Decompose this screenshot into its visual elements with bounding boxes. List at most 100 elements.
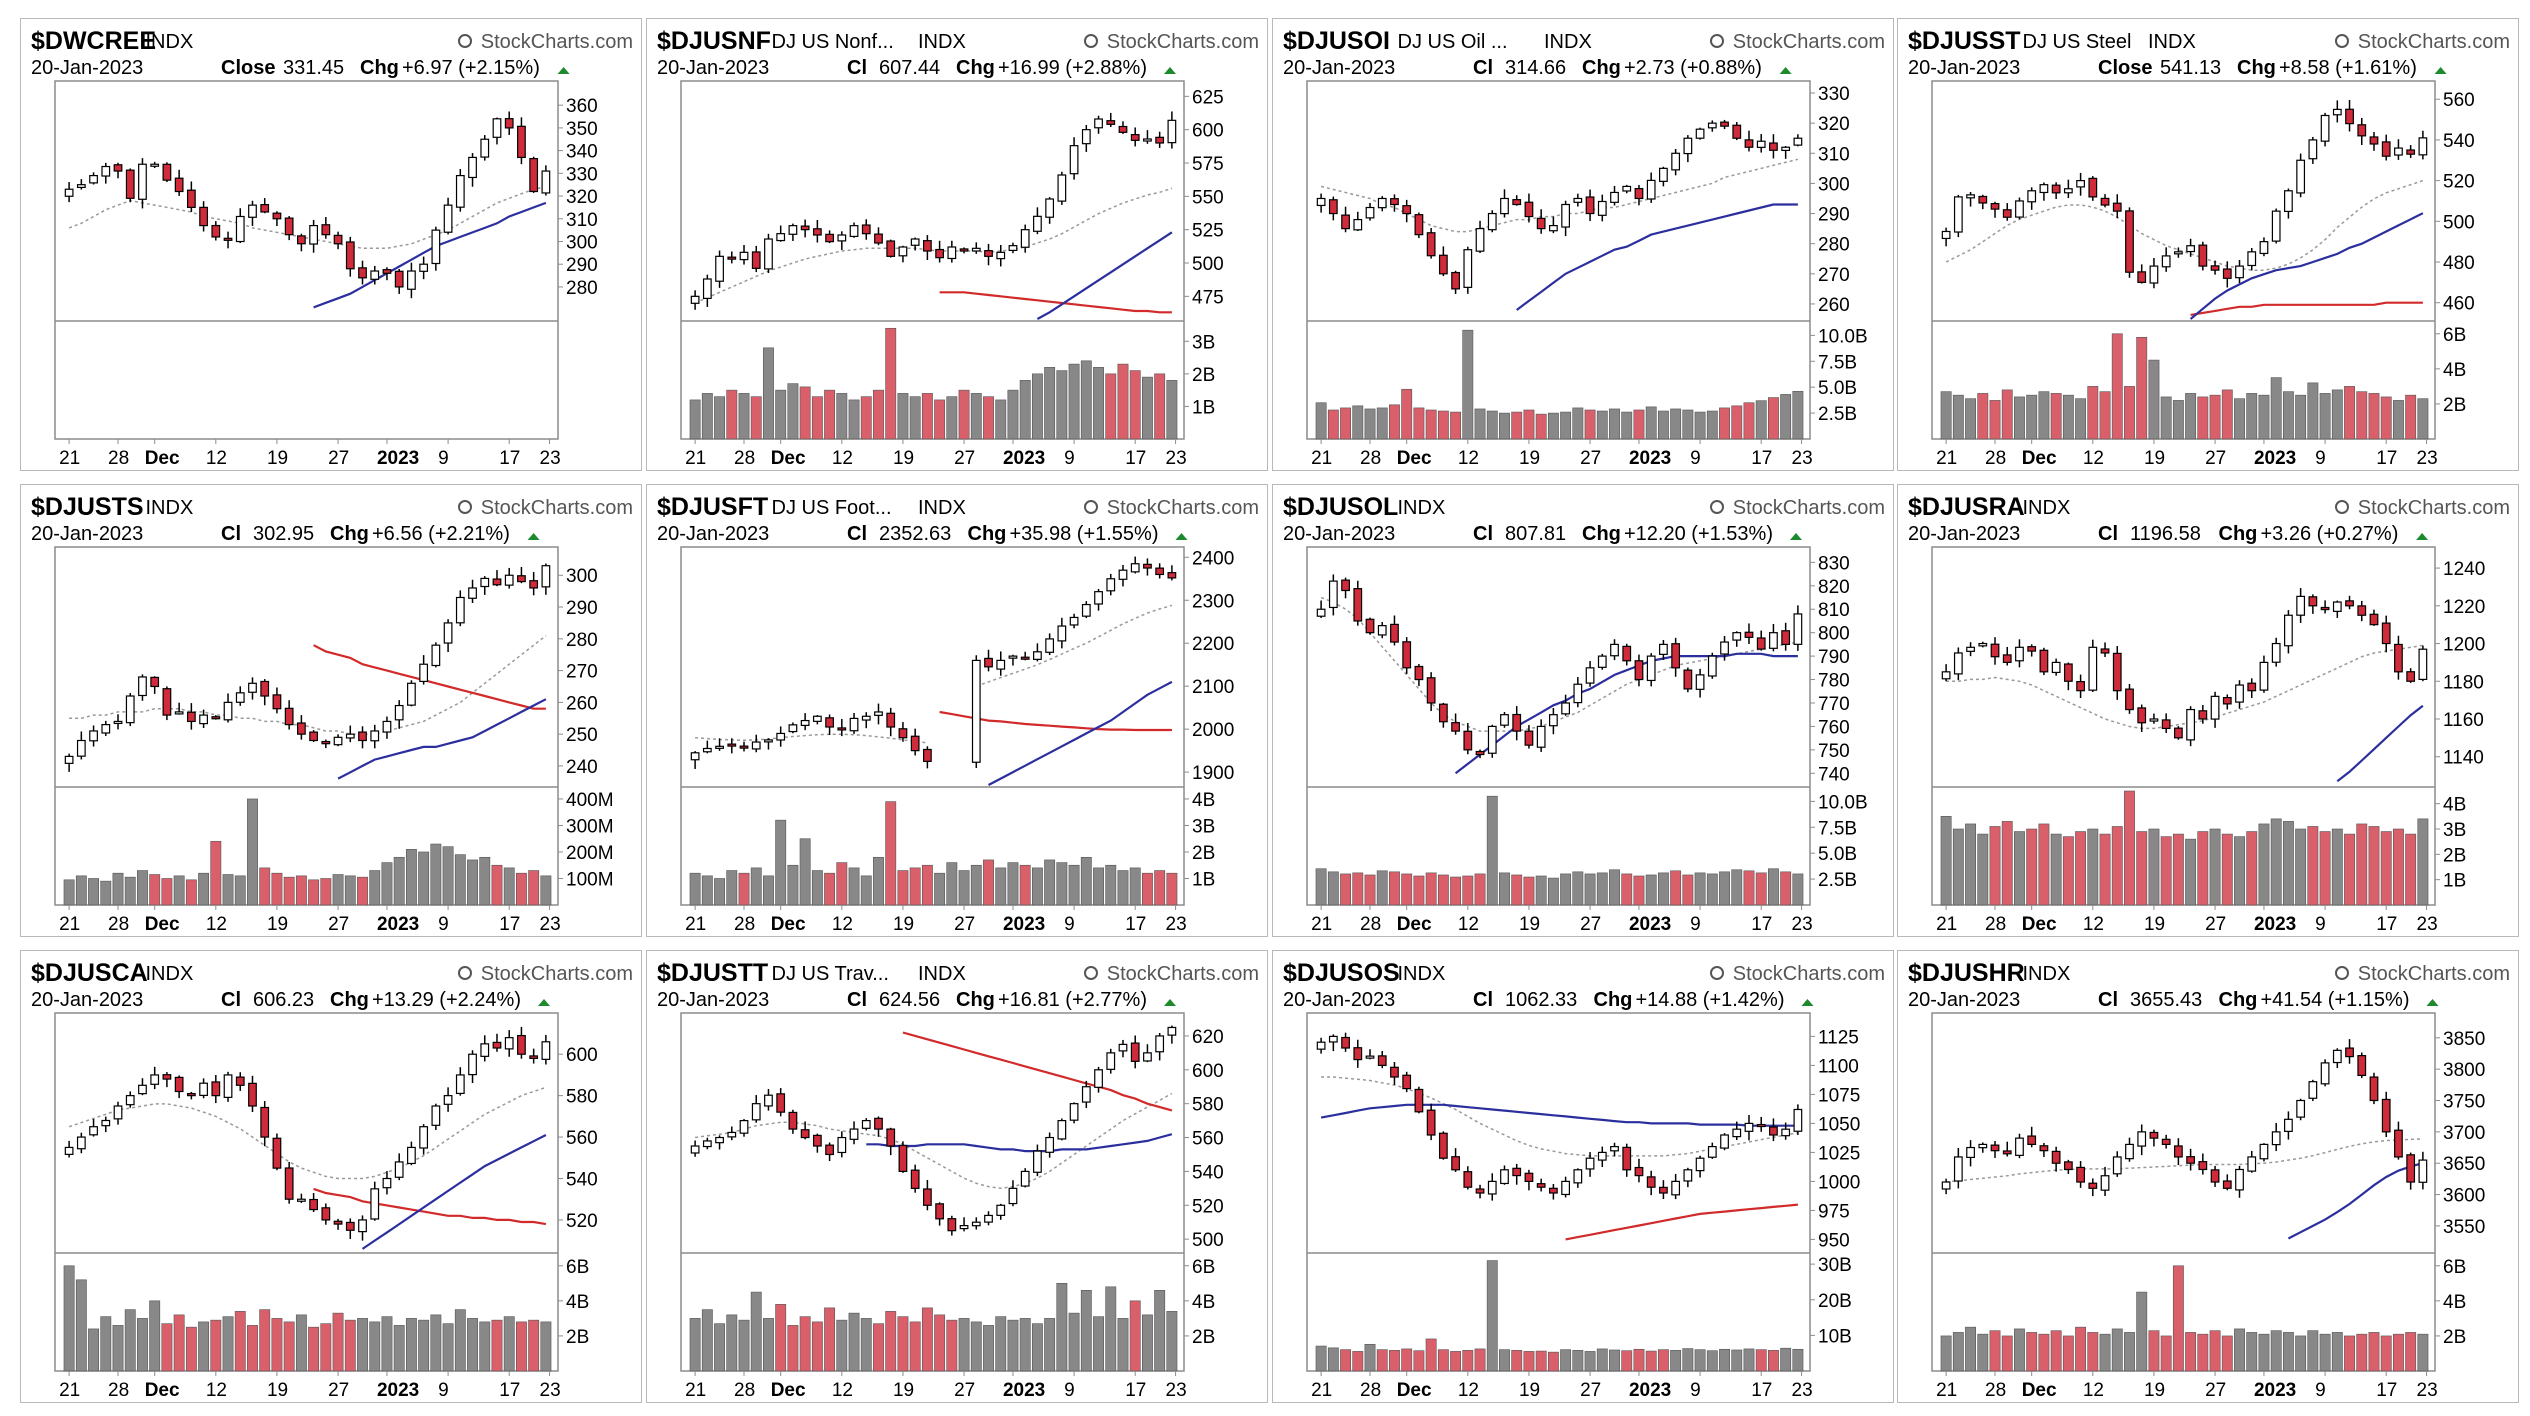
x-tick-label: 17 xyxy=(1125,448,1146,469)
chart-description: DJ US Trav... xyxy=(772,963,889,985)
chart-panel-djusos[interactable]: $DJUSOS INDX StockCharts.com 20-Jan-2023 Cl 1… xyxy=(1272,950,1894,1403)
candle xyxy=(1106,112,1116,128)
candle-up xyxy=(89,1126,98,1136)
vol-tick-label: 2B xyxy=(2443,395,2466,416)
candle-down xyxy=(1512,199,1522,206)
chart-panel-djusst[interactable]: $DJUSST DJ US Steel INDX StockCharts.com 20-… xyxy=(1897,18,2519,471)
vol-tick-label: 6B xyxy=(2443,325,2466,346)
volume-bar xyxy=(2356,1333,2368,1372)
candle xyxy=(2247,678,2257,698)
candle-up xyxy=(1756,140,1766,148)
candle xyxy=(1781,146,1791,159)
volume-bar xyxy=(1154,1290,1166,1372)
volume-bar xyxy=(836,862,848,906)
volume-bar xyxy=(1486,1260,1498,1372)
y-tick-label: 3850 xyxy=(2443,1029,2485,1050)
candle xyxy=(1081,125,1091,152)
candle xyxy=(345,725,355,743)
candle-up xyxy=(1069,1103,1079,1121)
volume-bar xyxy=(1105,864,1117,906)
candle xyxy=(541,563,551,595)
candle-down xyxy=(739,745,749,749)
candle-down xyxy=(2186,1156,2196,1164)
chart-panel-djusft[interactable]: $DJUSFT DJ US Foot... INDX StockCharts.com 2… xyxy=(646,484,1268,937)
chart-panel-djusoi[interactable]: $DJUSOI DJ US Oil ... INDX StockCharts.com 2… xyxy=(1272,18,1894,471)
candle-up xyxy=(1597,655,1607,668)
candle-down xyxy=(333,234,343,245)
volume-bar xyxy=(701,875,713,906)
candle xyxy=(1341,1032,1350,1052)
candle xyxy=(1720,635,1729,661)
candle xyxy=(1316,1037,1326,1054)
candle xyxy=(1561,694,1571,716)
volume-bar xyxy=(1142,1314,1153,1372)
volume-bar xyxy=(1706,873,1718,906)
volume-bar xyxy=(467,859,478,906)
volume-bar xyxy=(2099,391,2111,440)
x-tick-label: 2023 xyxy=(2254,914,2296,935)
candle xyxy=(1426,228,1436,259)
volume-bar xyxy=(2050,833,2062,906)
candle xyxy=(260,1101,270,1147)
chart-panel-djusnf[interactable]: $DJUSNF DJ US Nonf... INDX StockCharts.com 2… xyxy=(646,18,1268,471)
chart-panel-djusts[interactable]: $DJUSTS INDX StockCharts.com 20-Jan-2023 Cl 3… xyxy=(20,484,642,937)
chart-panel-djushr[interactable]: $DJUSHR INDX StockCharts.com 20-Jan-2023 Cl 3… xyxy=(1897,950,2519,1403)
candle-down xyxy=(922,240,932,252)
candle xyxy=(2308,594,2318,614)
candle xyxy=(1941,227,1951,247)
candle-up xyxy=(2259,661,2269,691)
candle-up xyxy=(1487,1180,1497,1195)
change-label: Chg xyxy=(2219,523,2258,545)
chart-panel-dwcree[interactable]: $DWCREE INDX StockCharts.com 20-Jan-2023 Clo… xyxy=(20,18,642,471)
candle-up xyxy=(1069,616,1079,626)
x-tick-label: 19 xyxy=(267,448,288,469)
candle-down xyxy=(1744,631,1754,638)
chart-panel-djustt[interactable]: $DJUSTT DJ US Trav... INDX StockCharts.com 2… xyxy=(646,950,1268,1403)
plot-frame xyxy=(680,546,1185,906)
sma-fast-line xyxy=(1945,179,2424,271)
chart-svg: $DJUSST DJ US Steel INDX StockCharts.com20-… xyxy=(1908,27,2510,469)
volume-bar xyxy=(540,875,552,906)
volume-bar xyxy=(2026,828,2038,906)
x-tick-label: Dec xyxy=(771,448,806,469)
volume-bar xyxy=(1547,412,1559,440)
y-tick-label: 350 xyxy=(566,119,598,140)
chart-panel-djusol[interactable]: $DJUSOL INDX StockCharts.com 20-Jan-2023 Cl 8… xyxy=(1272,484,1894,937)
vol-tick-label: 7.5B xyxy=(1818,818,1857,839)
chart-source: StockCharts.com xyxy=(1107,497,1259,519)
candle-up xyxy=(764,739,773,743)
y-tick-label: 520 xyxy=(1192,1196,1224,1217)
candle-down xyxy=(358,267,367,279)
volume-bar xyxy=(1706,1350,1718,1372)
candle-up xyxy=(849,717,859,732)
chart-panel-djusra[interactable]: $DJUSRA INDX StockCharts.com 20-Jan-2023 Cl 1… xyxy=(1897,484,2519,937)
candle xyxy=(2161,713,2171,734)
volume-bar xyxy=(1940,1335,1952,1372)
candle xyxy=(2039,182,2049,201)
price-value: 331.45 xyxy=(283,57,344,79)
candle-up xyxy=(996,659,1006,670)
volume-bar xyxy=(2344,833,2355,906)
candle-up xyxy=(1941,230,1951,240)
candle xyxy=(76,1132,86,1154)
volume-bar xyxy=(1474,1348,1486,1372)
volume-bar xyxy=(1437,1349,1449,1372)
chart-exchange: INDX xyxy=(146,963,194,985)
x-tick-label: 28 xyxy=(1985,914,2006,935)
candle-down xyxy=(2076,1166,2085,1183)
volume-bar xyxy=(1340,1349,1351,1372)
chart-date: 20-Jan-2023 xyxy=(1283,523,1395,545)
volume-bar xyxy=(1450,1351,1462,1372)
candle xyxy=(370,1181,380,1221)
candle xyxy=(1463,1166,1473,1190)
x-tick-label: 9 xyxy=(1064,448,1075,469)
chart-panel-djusca[interactable]: $DJUSCA INDX StockCharts.com 20-Jan-2023 Cl 6… xyxy=(20,950,642,1403)
volume-bar xyxy=(234,1311,246,1372)
candle-down xyxy=(898,728,908,739)
candle xyxy=(2088,176,2098,201)
volume-bar xyxy=(1364,874,1376,906)
candle-up xyxy=(2418,137,2428,156)
x-tick-label: 23 xyxy=(2417,448,2438,469)
volume-bar xyxy=(1486,410,1498,440)
candle xyxy=(1020,651,1030,661)
